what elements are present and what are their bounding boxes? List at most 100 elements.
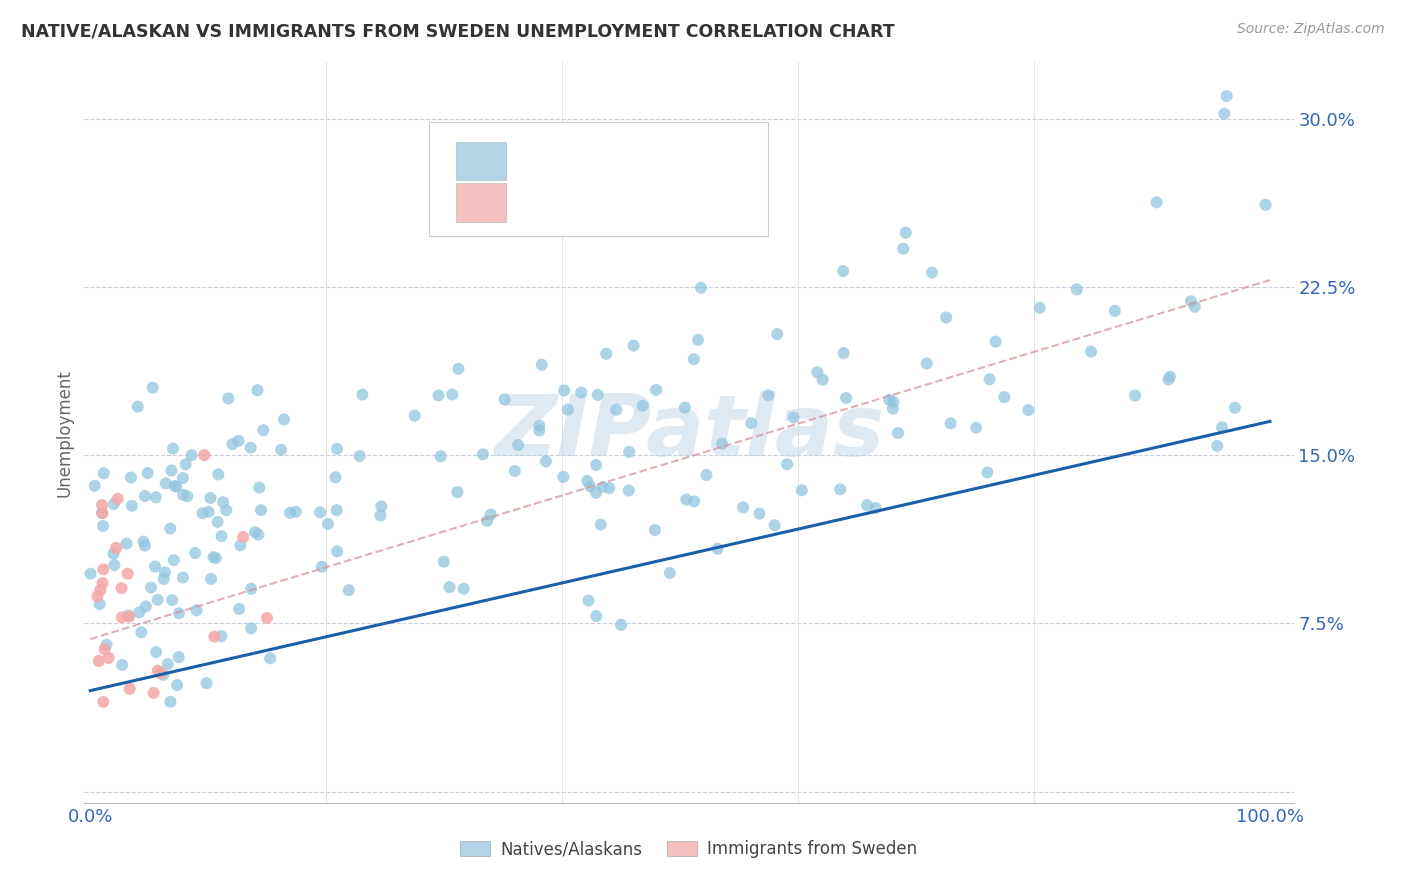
Point <box>569 385 592 400</box>
Point <box>1080 344 1102 359</box>
Point <box>91 576 114 591</box>
Point <box>976 466 998 480</box>
Point <box>152 572 174 586</box>
Point <box>447 361 470 376</box>
Point <box>553 470 575 484</box>
Point <box>1104 303 1126 318</box>
Point <box>763 518 786 533</box>
Legend: Natives/Alaskans, Immigrants from Sweden: Natives/Alaskans, Immigrants from Sweden <box>454 833 924 865</box>
Point <box>107 491 129 506</box>
Point <box>132 534 155 549</box>
Point <box>325 470 347 484</box>
Point <box>979 372 1001 386</box>
Point <box>105 541 128 555</box>
Point <box>427 388 450 402</box>
Point <box>921 266 943 280</box>
Point <box>1157 372 1180 386</box>
Point <box>111 610 134 624</box>
Point <box>832 264 855 278</box>
Point <box>172 488 194 502</box>
Point <box>631 399 654 413</box>
Point <box>856 498 879 512</box>
Point <box>146 592 169 607</box>
Point <box>129 625 152 640</box>
Point <box>595 347 617 361</box>
Point <box>209 629 232 643</box>
Point <box>87 654 110 668</box>
Point <box>142 381 165 395</box>
Point <box>120 470 142 484</box>
Point <box>733 500 755 515</box>
Text: R = 0.682: R = 0.682 <box>520 151 617 169</box>
Point <box>471 447 494 461</box>
Point <box>163 479 186 493</box>
Point <box>832 346 855 360</box>
Point <box>211 529 233 543</box>
Point <box>756 388 779 402</box>
Point <box>118 681 141 696</box>
Point <box>349 449 371 463</box>
Point <box>325 503 347 517</box>
Point <box>1213 107 1236 121</box>
Point <box>776 457 799 471</box>
Point <box>370 508 392 523</box>
Point <box>935 310 957 325</box>
Point <box>993 390 1015 404</box>
Point <box>439 580 461 594</box>
Point <box>246 383 269 397</box>
Point <box>644 523 666 537</box>
Point <box>1254 198 1277 212</box>
Point <box>191 506 214 520</box>
Point <box>134 539 156 553</box>
Point <box>830 483 852 497</box>
Point <box>592 480 614 494</box>
Point <box>221 437 243 451</box>
Point <box>598 481 620 495</box>
Point <box>610 617 633 632</box>
Point <box>337 583 360 598</box>
Point <box>93 467 115 481</box>
Point <box>766 326 789 341</box>
Point <box>835 391 858 405</box>
Point <box>247 527 270 541</box>
Point <box>145 645 167 659</box>
Text: N =  24: N = 24 <box>638 194 714 211</box>
Point <box>1215 89 1237 103</box>
Point <box>103 558 125 572</box>
Point <box>180 448 202 462</box>
Point <box>217 392 239 406</box>
Point <box>91 695 114 709</box>
Point <box>229 538 252 552</box>
Point <box>172 471 194 485</box>
Point <box>156 657 179 671</box>
Point <box>326 442 349 456</box>
Point <box>965 420 987 434</box>
Point <box>165 479 187 493</box>
Point <box>1180 294 1202 309</box>
Point <box>891 242 914 256</box>
Point <box>155 476 177 491</box>
Point <box>503 464 526 478</box>
Point <box>202 550 225 565</box>
Point <box>404 409 426 423</box>
Point <box>239 441 262 455</box>
Point <box>149 666 172 681</box>
Point <box>352 387 374 401</box>
Point <box>139 581 162 595</box>
Point <box>103 547 125 561</box>
Point <box>585 485 607 500</box>
Point <box>197 505 219 519</box>
Point <box>79 566 101 581</box>
Point <box>475 514 498 528</box>
Point <box>259 651 281 665</box>
Point <box>167 606 190 620</box>
Point <box>284 505 307 519</box>
Point <box>1146 195 1168 210</box>
Point <box>142 686 165 700</box>
Point <box>529 418 551 433</box>
Point <box>273 412 295 426</box>
Point <box>748 507 770 521</box>
Point <box>1066 282 1088 296</box>
Point <box>1017 403 1039 417</box>
Point <box>865 500 887 515</box>
